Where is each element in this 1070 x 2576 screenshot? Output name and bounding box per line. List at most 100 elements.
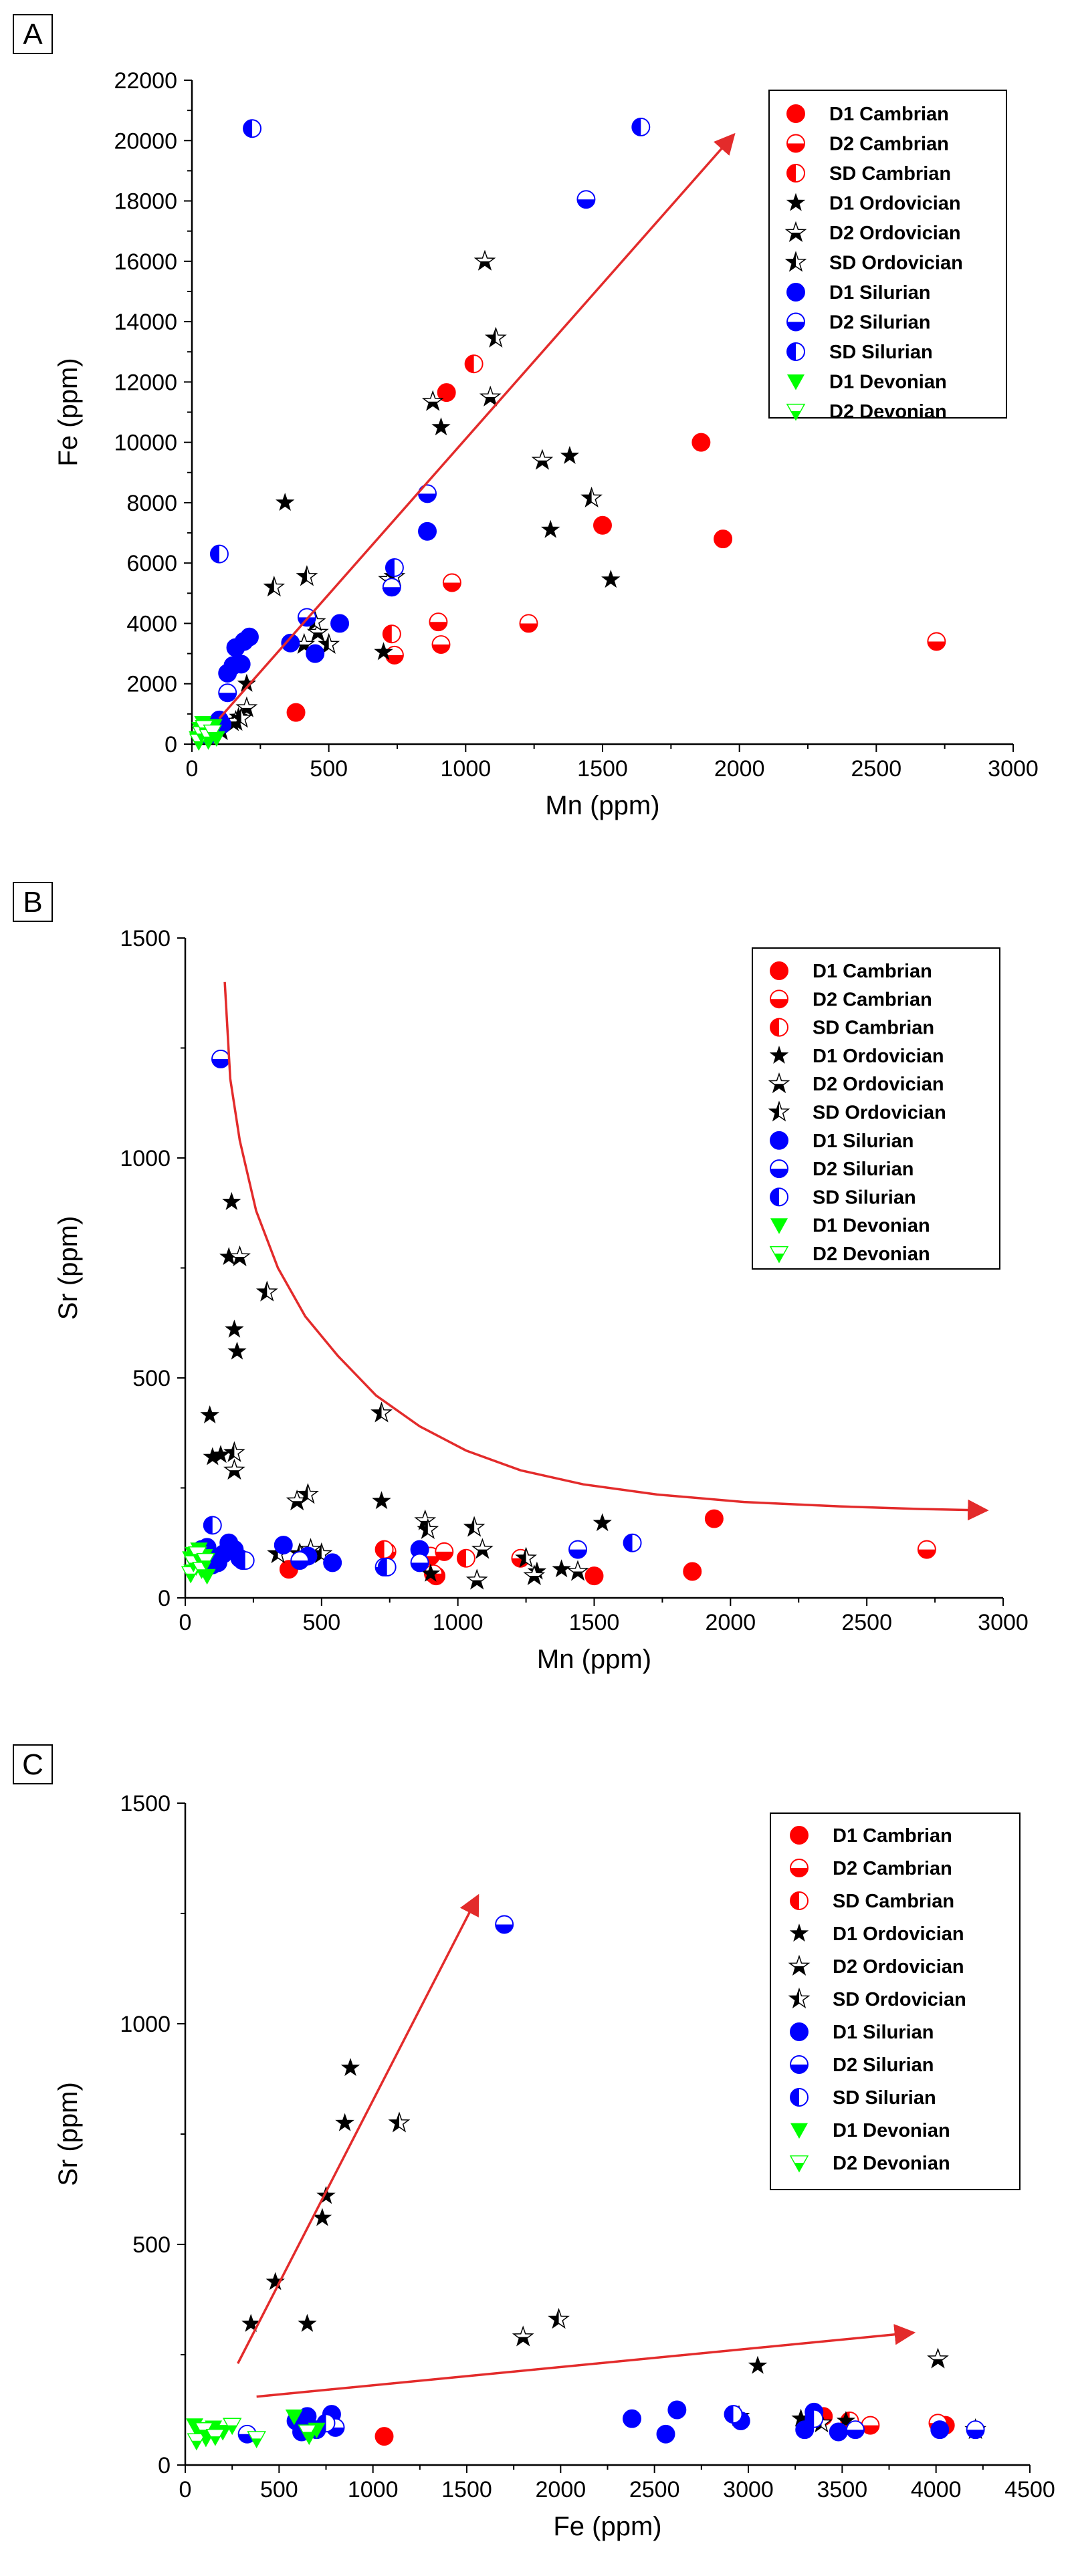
data-point [805, 2409, 824, 2428]
legend-marker [784, 251, 807, 272]
y-tick-label: 0 [165, 732, 177, 757]
legend-item-d2-silurian: D2 Silurian [770, 1159, 914, 1180]
data-point [196, 1552, 215, 1570]
legend-item-d2-devonian: D2 Devonian [786, 401, 947, 423]
legend-label: SD Ordovician [829, 253, 963, 274]
series-sd-silurian [209, 117, 651, 577]
x-axis-label: Mn (ppm) [537, 1645, 651, 1674]
data-point [463, 1516, 486, 1537]
legend-marker [786, 312, 805, 332]
data-point [227, 1341, 247, 1360]
legend-label: D2 Devonian [833, 2153, 950, 2174]
panel-label-box [13, 14, 53, 54]
data-point [417, 1518, 439, 1539]
data-points [181, 1049, 936, 1590]
legend-label: SD Ordovician [813, 1102, 946, 1124]
legend-label: D1 Silurian [813, 1131, 914, 1152]
data-point [465, 1568, 488, 1590]
panel-b: B 0 500 1000 1500 2000 2500 3000 0 500 1000 1500 Mn … [13, 882, 1029, 1674]
series-d2-silurian [218, 190, 596, 703]
y-tick-label: 0 [158, 1586, 171, 1611]
data-point [479, 385, 502, 406]
y-tick-label: 16000 [114, 249, 177, 275]
series-d2-devonian [181, 1546, 215, 1584]
data-point [560, 446, 580, 464]
legend-item-sd-ordovician: SD Ordovician [788, 1987, 966, 2010]
y-tick-label: 2000 [126, 672, 177, 697]
legend-item-d1-devonian: D1 Devonian [790, 2120, 950, 2141]
data-point [917, 1540, 936, 1559]
x-tick-label: 4500 [1004, 2477, 1055, 2502]
data-point [656, 2424, 675, 2444]
data-point [243, 119, 262, 138]
data-point [306, 644, 325, 663]
data-point [966, 2420, 985, 2440]
data-point [437, 383, 456, 402]
data-point [548, 2308, 570, 2329]
legend-label: D1 Cambrian [833, 1825, 952, 1847]
data-point [223, 1441, 245, 1462]
legend-label: SD Silurian [833, 2087, 936, 2109]
panel-label: A [23, 18, 43, 51]
panel-a: A 0 500 1000 1500 2000 2500 3000 0 2000 4000 6000 80… [13, 14, 1039, 820]
legend-item-d2-cambrian: D2 Cambrian [790, 1858, 952, 1879]
data-point [385, 558, 404, 577]
data-point [372, 1491, 391, 1510]
legend: D1 Cambrian D2 Cambrian SD Cambrian D1 Ordo… [768, 90, 1007, 423]
data-point [218, 683, 237, 703]
data-point [552, 1559, 571, 1578]
y-axis-label: Sr (ppm) [54, 2082, 83, 2186]
y-axis-label: Fe (ppm) [54, 358, 83, 466]
legend-item-d2-silurian: D2 Silurian [786, 312, 931, 334]
data-point [429, 612, 448, 632]
legend-item-d1-devonian: D1 Devonian [787, 372, 947, 393]
legend-item-d2-cambrian: D2 Cambrian [770, 989, 932, 1010]
y-tick-label: 1000 [120, 2012, 171, 2037]
data-point [211, 1049, 230, 1068]
x-tick-label: 1000 [348, 2477, 399, 2502]
legend-label: D2 Cambrian [829, 134, 949, 155]
data-point [927, 2347, 949, 2369]
legend-item-d2-devonian: D2 Devonian [789, 2153, 950, 2174]
panel-label: B [23, 886, 42, 919]
data-point [330, 614, 350, 633]
x-tick-label: 2500 [629, 2477, 680, 2502]
legend-label: D2 Silurian [829, 312, 931, 334]
series-sd-ordovician [223, 1280, 537, 1568]
legend-label: SD Silurian [813, 1187, 916, 1208]
legend-label: D2 Devonian [829, 401, 947, 423]
legend-label: D2 Cambrian [833, 1858, 952, 1879]
data-point [290, 1551, 310, 1570]
data-point [541, 519, 560, 538]
legend-item-d1-cambrian: D1 Cambrian [790, 1825, 952, 1847]
data-point [576, 190, 596, 209]
data-point [312, 2208, 332, 2226]
data-point [435, 1542, 454, 1561]
legend-marker [790, 2088, 809, 2107]
legend-item-sd-cambrian: SD Cambrian [790, 1891, 954, 1912]
data-point [927, 632, 946, 651]
data-point [382, 578, 401, 597]
legend-marker [787, 374, 805, 390]
data-point [623, 1533, 642, 1552]
data-point [235, 1551, 255, 1570]
legend-label: SD Cambrian [813, 1018, 934, 1039]
legend-marker [790, 1859, 809, 1877]
y-tick-label: 8000 [126, 491, 177, 516]
x-tick-label: 2500 [851, 756, 902, 782]
x-tick-label: 1500 [577, 756, 628, 782]
data-point [200, 1405, 219, 1423]
legend-marker [786, 403, 806, 421]
data-point [286, 703, 306, 722]
data-point [263, 575, 286, 597]
data-points [186, 1915, 986, 2451]
legend-item-d2-devonian: D2 Devonian [769, 1244, 930, 1265]
legend-item-d1-ordovician: D1 Ordovician [789, 1923, 964, 1945]
legend-marker [768, 1100, 790, 1122]
data-point [211, 1445, 231, 1463]
data-point [484, 326, 507, 348]
data-point [791, 2408, 811, 2427]
data-point [836, 2411, 856, 2430]
data-point [418, 521, 437, 541]
legend-item-sd-ordovician: SD Ordovician [784, 251, 963, 274]
